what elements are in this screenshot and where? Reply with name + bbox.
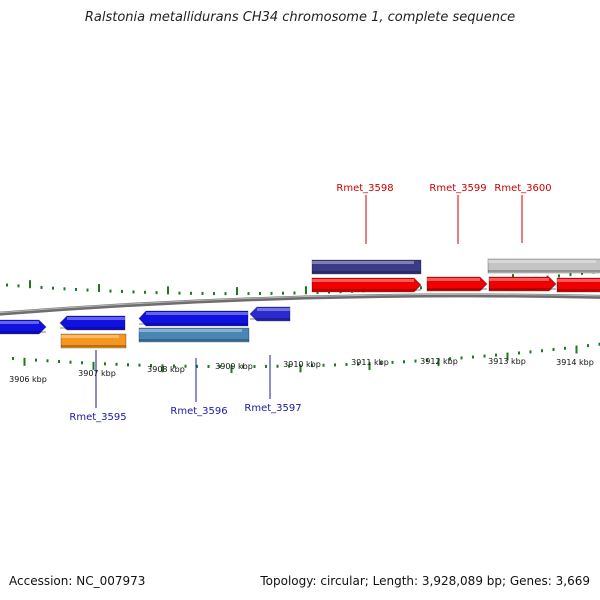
gene-red-forward-4[interactable] [556,277,600,293]
accession-text: Accession: NC_007973 [9,574,146,588]
gene-shadow [139,339,249,341]
map-title: Ralstonia metallidurans CH34 chromosome … [84,10,516,25]
kbp-label: 3907 kbp [78,369,116,378]
gene-shine [312,261,414,264]
kbp-label: 3908 kbp [147,365,185,374]
gene-shine [489,278,549,281]
gene-shine [61,335,119,338]
gene-shine [488,260,596,263]
inner-tick-track [12,342,600,374]
gene-shine [139,329,242,332]
gene-shine [0,321,39,324]
gene-features [0,258,600,349]
gene-shadow [61,345,126,347]
genome-summary-text: Topology: circular; Length: 3,928,089 bp… [260,574,590,588]
kbp-label: 3906 kbp [9,375,47,384]
gene-label[interactable]: Rmet_3596 [170,406,227,417]
gene-shadow [312,271,421,273]
label-leader-lines [95,195,523,408]
gene-label[interactable]: Rmet_3598 [336,183,393,194]
kbp-label: 3912 kbp [420,357,458,366]
kbp-label: 3913 kbp [488,357,526,366]
gene-shadow [250,318,290,320]
kbp-label: 3911 kbp [351,358,389,367]
gene-orange-gene[interactable] [60,333,127,349]
gene-blue-reverse-3[interactable] [249,306,291,322]
gene-shine [557,279,600,282]
gene-shine [67,317,125,320]
gene-shadow [557,289,600,291]
gene-steelblue-gene[interactable] [138,327,250,343]
gene-blue-reverse-2[interactable] [138,310,249,327]
gene-blue-forward-1[interactable] [0,319,47,335]
chromosome-backbone [0,293,600,316]
gene-shine [257,308,290,311]
kbp-scale-labels: 3906 kbp 3907 kbp 3908 kbp 3909 kbp 3910 kbp… [9,357,594,384]
gene-label[interactable]: Rmet_3600 [494,183,551,194]
gene-shadow [427,288,487,290]
gene-shadow [312,289,421,291]
chromosome-backbone-highlight [0,293,600,314]
gene-label[interactable]: Rmet_3597 [244,403,301,414]
kbp-label: 3910 kbp [283,360,321,369]
gene-shadow [60,327,125,329]
gene-shadow [489,288,556,290]
gene-blue-reverse-1[interactable] [59,315,126,331]
gene-shine [427,278,480,281]
kbp-label: 3914 kbp [556,358,594,367]
gene-darkpurple-gene[interactable] [311,259,422,275]
gene-red-forward-2[interactable] [426,276,488,292]
gene-shine [146,312,248,315]
gene-shadow [0,331,46,333]
gene-red-forward-3[interactable] [488,276,557,292]
gene-label[interactable]: Rmet_3599 [429,183,486,194]
kbp-label: 3909 kbp [215,362,253,371]
gene-grey-gene[interactable] [487,258,600,274]
gene-red-forward-1[interactable] [311,277,422,293]
gene-labels[interactable]: Rmet_3595 Rmet_3596 Rmet_3597 Rmet_3598 Rmet… [69,183,551,423]
gene-shine [312,279,414,282]
gene-shadow [488,270,600,272]
gene-label[interactable]: Rmet_3595 [69,412,126,423]
gene-shadow [139,323,248,325]
